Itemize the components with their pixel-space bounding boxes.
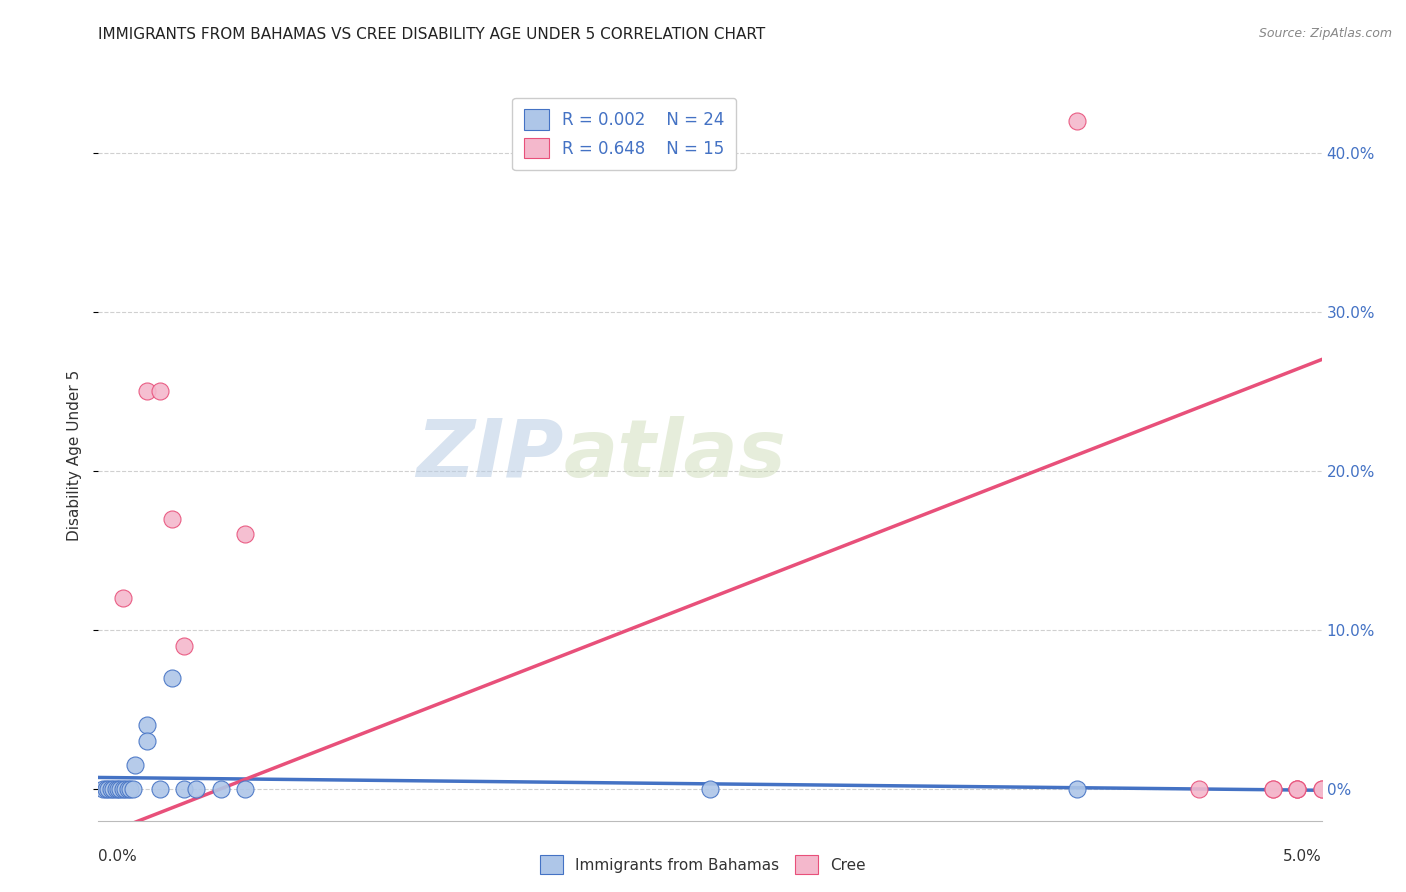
- Point: [100, 781, 122, 796]
- Point: [97, 781, 120, 796]
- Point: [136, 734, 159, 748]
- Point: [1066, 114, 1088, 128]
- Point: [117, 781, 139, 796]
- Point: [1286, 781, 1309, 796]
- Point: [1310, 781, 1333, 796]
- Legend: R = 0.002    N = 24, R = 0.648    N = 15: R = 0.002 N = 24, R = 0.648 N = 15: [512, 97, 737, 169]
- Point: [209, 781, 232, 796]
- Point: [110, 781, 132, 796]
- Point: [111, 591, 134, 605]
- Point: [136, 384, 159, 399]
- Point: [233, 781, 256, 796]
- Point: [1261, 781, 1284, 796]
- Point: [173, 639, 195, 653]
- Point: [1286, 781, 1309, 796]
- Text: 5.0%: 5.0%: [1282, 849, 1322, 864]
- Text: ZIP: ZIP: [416, 416, 564, 494]
- Y-axis label: Disability Age Under 5: Disability Age Under 5: [67, 369, 83, 541]
- Point: [94, 781, 117, 796]
- Point: [186, 781, 208, 796]
- Point: [160, 671, 183, 685]
- Point: [111, 781, 134, 796]
- Text: 0.0%: 0.0%: [98, 849, 138, 864]
- Point: [114, 781, 136, 796]
- Point: [1066, 781, 1088, 796]
- Point: [149, 781, 172, 796]
- Text: Source: ZipAtlas.com: Source: ZipAtlas.com: [1258, 27, 1392, 40]
- Point: [699, 781, 721, 796]
- Legend: Immigrants from Bahamas, Cree: Immigrants from Bahamas, Cree: [534, 849, 872, 880]
- Text: IMMIGRANTS FROM BAHAMAS VS CREE DISABILITY AGE UNDER 5 CORRELATION CHART: IMMIGRANTS FROM BAHAMAS VS CREE DISABILI…: [98, 27, 766, 42]
- Point: [121, 781, 143, 796]
- Point: [1188, 781, 1211, 796]
- Text: atlas: atlas: [564, 416, 786, 494]
- Point: [120, 781, 142, 796]
- Point: [160, 511, 183, 525]
- Point: [233, 527, 256, 541]
- Point: [91, 781, 114, 796]
- Point: [1286, 781, 1309, 796]
- Point: [136, 718, 159, 732]
- Point: [173, 781, 195, 796]
- Point: [104, 781, 127, 796]
- Point: [107, 781, 129, 796]
- Point: [101, 781, 124, 796]
- Point: [1310, 781, 1333, 796]
- Point: [124, 758, 146, 772]
- Point: [149, 384, 172, 399]
- Point: [1261, 781, 1284, 796]
